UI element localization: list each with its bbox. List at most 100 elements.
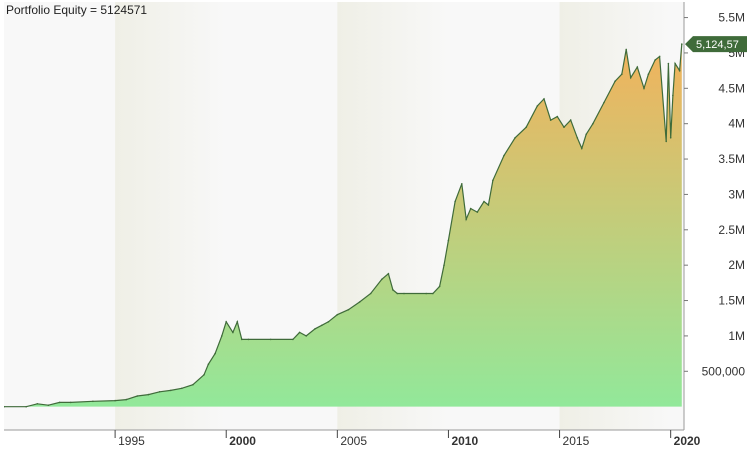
- equity-point: [569, 119, 572, 121]
- equity-point: [647, 73, 650, 75]
- equity-point: [221, 335, 223, 337]
- y-tick-label: 5.5M: [718, 11, 745, 25]
- equity-point: [543, 98, 545, 100]
- equity-point: [665, 140, 667, 143]
- x-tick-label: 2020: [674, 434, 701, 448]
- equity-point: [425, 292, 428, 295]
- equity-point: [169, 389, 172, 392]
- y-tick-label: 4.5M: [718, 81, 745, 95]
- equity-point: [269, 338, 272, 341]
- y-tick-label: 2M: [728, 258, 745, 272]
- equity-point: [447, 239, 450, 242]
- equity-point: [603, 101, 605, 104]
- equity-point: [432, 292, 434, 295]
- y-tick-label: 500,000: [702, 364, 746, 378]
- last-value-badge: 5,124,57: [685, 36, 747, 53]
- x-tick-label: 2005: [340, 434, 367, 448]
- equity-fill-0: [4, 44, 682, 407]
- equity-point: [614, 80, 616, 82]
- chart-title: Portfolio Equity = 5124571: [6, 3, 147, 17]
- equity-point: [214, 352, 216, 355]
- equity-point: [563, 126, 565, 128]
- equity-point: [314, 328, 316, 330]
- last-value-badge-shape: [685, 36, 747, 53]
- equity-point: [438, 285, 441, 288]
- equity-point: [503, 154, 505, 157]
- x-axis-ticks: 1995 2000 2005 2010 2015 2020: [114, 430, 701, 448]
- equity-point: [403, 292, 405, 295]
- equity-point: [236, 321, 239, 323]
- equity-point: [487, 204, 490, 206]
- equity-point: [549, 119, 552, 121]
- equity-point: [536, 105, 539, 107]
- equity-point: [443, 264, 445, 267]
- equity-point: [387, 272, 390, 275]
- equity-point: [629, 76, 632, 79]
- equity-point: [369, 292, 372, 295]
- equity-point: [203, 374, 205, 376]
- equity-point: [525, 126, 527, 128]
- equity-point: [147, 393, 150, 396]
- equity-point: [667, 62, 670, 65]
- equity-point: [678, 69, 681, 72]
- equity-point: [92, 400, 94, 403]
- equity-point: [621, 73, 623, 75]
- equity-point: [327, 321, 330, 323]
- equity-point: [181, 387, 183, 390]
- equity-point: [247, 338, 250, 341]
- equity-point: [69, 401, 72, 404]
- equity-point: [292, 338, 294, 341]
- equity-point: [669, 137, 672, 139]
- equity-point: [592, 122, 594, 125]
- equity-point: [465, 218, 468, 220]
- equity-point: [207, 363, 210, 366]
- equity-point: [58, 401, 61, 404]
- y-tick-label: 2.5M: [718, 223, 745, 237]
- equity-point: [36, 403, 39, 405]
- x-tick-label: 2010: [451, 434, 478, 448]
- y-tick-label: 1.5M: [718, 294, 745, 308]
- equity-area: [4, 43, 683, 408]
- equity-point: [158, 391, 161, 393]
- equity-point: [681, 43, 683, 45]
- x-tick-label: 1995: [118, 434, 145, 448]
- equity-point: [125, 398, 127, 401]
- equity-point: [576, 137, 579, 139]
- equity-point: [654, 59, 656, 61]
- y-tick-label: 1M: [728, 329, 745, 343]
- equity-point: [514, 137, 516, 139]
- equity-point: [381, 278, 383, 281]
- equity-point: [298, 331, 301, 334]
- last-value-label: 5,124,57: [696, 39, 739, 51]
- equity-point: [585, 133, 587, 136]
- x-tick-label: 2015: [563, 434, 590, 448]
- equity-point: [396, 292, 399, 295]
- equity-point: [461, 183, 463, 185]
- equity-point: [321, 324, 323, 327]
- equity-point: [358, 301, 361, 303]
- equity-point: [392, 289, 394, 291]
- equity-point: [658, 55, 661, 58]
- x-tick-label: 2000: [229, 434, 256, 448]
- equity-point: [192, 383, 194, 386]
- equity-point: [492, 179, 494, 182]
- equity-point: [25, 405, 28, 408]
- equity-point: [232, 331, 234, 334]
- equity-point: [625, 48, 627, 51]
- equity-point: [4, 405, 5, 408]
- equity-point: [454, 200, 456, 203]
- equity-point: [336, 313, 339, 316]
- equity-point: [225, 321, 227, 323]
- equity-point: [483, 200, 485, 203]
- equity-point: [643, 87, 645, 90]
- year-band-0: [115, 2, 227, 430]
- y-tick-label: 3M: [728, 187, 745, 201]
- equity-point: [136, 395, 139, 397]
- equity-point: [636, 66, 639, 68]
- equity-point: [581, 147, 583, 150]
- equity-point: [476, 211, 479, 213]
- equity-point: [47, 404, 50, 407]
